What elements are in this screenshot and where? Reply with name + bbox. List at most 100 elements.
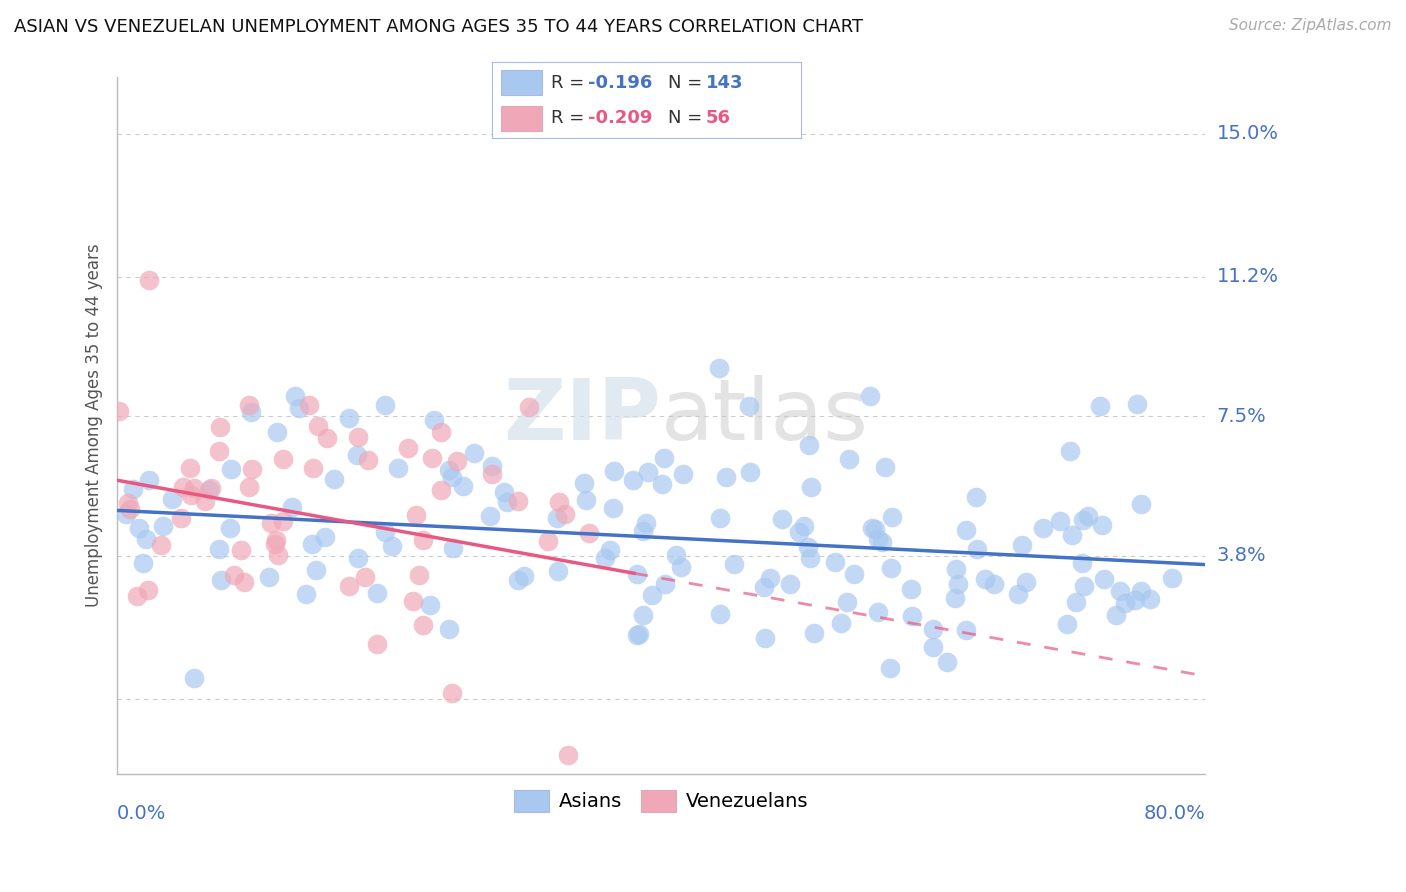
Text: atlas: atlas [661,375,869,458]
Point [305,563,328,577]
Point [1126,397,1149,411]
Point [180,488,202,502]
Point [1125,593,1147,607]
Point [506,574,529,588]
Point [1073,579,1095,593]
Point [132,556,155,570]
Text: Source: ZipAtlas.com: Source: ZipAtlas.com [1229,18,1392,33]
Point [1064,595,1087,609]
Point [233,574,256,589]
Point [1091,518,1114,533]
Point [631,524,654,538]
Point [339,411,361,425]
Point [859,389,882,403]
Point [257,570,280,584]
Point [797,540,820,554]
Point [1139,591,1161,606]
Point [1056,616,1078,631]
Point [496,495,519,509]
FancyBboxPatch shape [502,70,541,95]
Point [900,582,922,596]
Point [803,626,825,640]
Point [651,477,673,491]
Point [440,470,463,484]
Point [138,473,160,487]
Point [1129,497,1152,511]
Point [315,431,337,445]
Point [219,462,242,476]
Point [626,566,648,581]
Point [900,609,922,624]
Y-axis label: Unemployment Among Ages 35 to 44 years: Unemployment Among Ages 35 to 44 years [86,244,103,607]
Point [1073,512,1095,526]
Point [374,398,396,412]
Point [1092,573,1115,587]
Point [1160,571,1182,585]
Point [669,560,692,574]
Point [430,425,453,439]
Point [408,568,430,582]
Point [672,467,695,481]
Point [440,686,463,700]
Text: N =: N = [668,73,709,92]
Point [170,511,193,525]
Point [430,483,453,498]
Point [935,655,957,669]
Point [128,521,150,535]
Point [479,508,502,523]
Point [1059,443,1081,458]
Point [866,605,889,619]
Text: 7.5%: 7.5% [1216,407,1267,425]
Point [714,470,737,484]
Point [879,661,901,675]
Point [627,627,650,641]
Point [1109,584,1132,599]
Point [537,533,560,548]
Point [451,479,474,493]
Point [108,404,131,418]
Point [222,568,245,582]
Point [307,418,329,433]
Point [966,542,988,557]
Point [260,516,283,530]
Point [1129,583,1152,598]
Point [1007,586,1029,600]
Point [603,464,626,478]
Text: 11.2%: 11.2% [1216,268,1278,286]
Point [446,453,468,467]
Point [738,466,761,480]
Point [314,531,336,545]
Point [602,500,624,515]
Point [557,748,579,763]
Point [346,551,368,566]
Point [1011,538,1033,552]
Point [1032,521,1054,535]
Text: -0.209: -0.209 [588,109,652,128]
Point [641,588,664,602]
Point [298,398,321,412]
Point [943,591,966,606]
Point [1049,514,1071,528]
Point [835,594,858,608]
Point [709,607,731,621]
Point [238,481,260,495]
Point [599,543,621,558]
Point [396,442,419,456]
Point [880,561,903,575]
Text: R =: R = [551,109,591,128]
Point [955,623,977,637]
Point [183,671,205,685]
Point [546,511,568,525]
Point [219,521,242,535]
Point [548,495,571,509]
Point [267,548,290,562]
Point [955,523,977,537]
Text: 80.0%: 80.0% [1143,805,1205,823]
Point [921,640,943,654]
Point [799,551,821,566]
Point [738,399,761,413]
Text: N =: N = [668,109,709,128]
Point [1015,575,1038,590]
Point [481,467,503,482]
Point [1114,596,1136,610]
